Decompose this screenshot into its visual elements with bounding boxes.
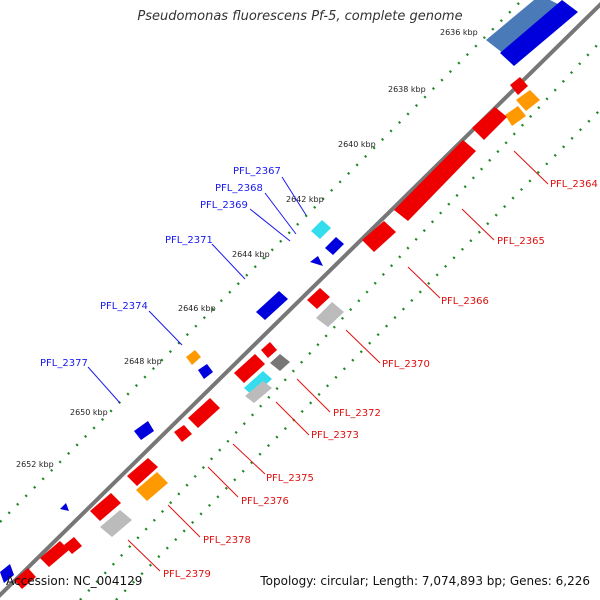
leader-line xyxy=(345,329,381,364)
gene-arrow[interactable] xyxy=(307,288,330,309)
kbp-tick-label: 2646 kbp xyxy=(178,304,216,313)
gene-arrow[interactable] xyxy=(472,107,507,140)
gene-arrow[interactable] xyxy=(505,106,526,126)
reverse-strand-features xyxy=(0,77,540,589)
kbp-tick-labels: 2636 kbp 2638 kbp 2640 kbp 2642 kbp 2644… xyxy=(16,28,478,469)
gene-arrow[interactable] xyxy=(136,472,168,501)
leader-line xyxy=(167,504,201,538)
kbp-tick-label: 2650 kbp xyxy=(70,408,108,417)
gene-label[interactable]: PFL_2373 xyxy=(311,430,359,441)
gene-arrow[interactable] xyxy=(311,220,331,239)
leader-line xyxy=(461,208,495,241)
gene-arrow[interactable] xyxy=(174,425,192,442)
forward-strand-features xyxy=(60,0,578,511)
kbp-tick-label: 2642 kbp xyxy=(286,195,324,204)
map-title: Pseudomonas fluorescens Pf-5, complete g… xyxy=(137,9,463,24)
gene-arrow[interactable] xyxy=(40,541,69,567)
leader-line xyxy=(211,243,246,280)
leader-line xyxy=(513,150,549,185)
gene-arrow[interactable] xyxy=(134,421,154,440)
gene-label[interactable]: PFL_2371 xyxy=(165,235,213,246)
leader-line xyxy=(407,266,441,299)
kbp-tick-label: 2648 kbp xyxy=(124,357,162,366)
gene-arrow[interactable] xyxy=(310,256,323,266)
leader-line xyxy=(275,401,310,436)
gene-label[interactable]: PFL_2379 xyxy=(163,569,211,580)
gene-arrow[interactable] xyxy=(245,381,272,403)
gene-arrow[interactable] xyxy=(516,90,540,111)
kbp-tick-label: 2638 kbp xyxy=(388,85,426,94)
gene-label[interactable]: PFL_2368 xyxy=(215,183,263,194)
leader-line xyxy=(148,310,183,346)
leader-line xyxy=(127,539,161,572)
leader-line xyxy=(87,366,121,404)
outer-dotted-ring xyxy=(0,0,524,523)
gene-arrow[interactable] xyxy=(256,291,288,320)
gene-arrow[interactable] xyxy=(14,568,36,589)
leader-line xyxy=(296,378,331,413)
gene-label[interactable]: PFL_2378 xyxy=(203,535,251,546)
kbp-tick-label: 2644 kbp xyxy=(232,250,270,259)
gene-label[interactable]: PFL_2376 xyxy=(241,496,289,507)
gene-arrow[interactable] xyxy=(90,493,121,521)
gene-arrow[interactable] xyxy=(60,503,69,511)
genome-summary-text: Topology: circular; Length: 7,074,893 bp… xyxy=(260,574,590,588)
accession-text: Accession: NC_004129 xyxy=(6,574,143,588)
gene-label[interactable]: PFL_2377 xyxy=(40,358,88,369)
forward-gene-labels: PFL_2367 PFL_2368 PFL_2369 PFL_2371 PFL_… xyxy=(40,166,307,404)
gene-arrow[interactable] xyxy=(394,140,476,221)
outer-dotted-ring-2 xyxy=(79,41,600,600)
gene-arrow[interactable] xyxy=(500,0,578,66)
leader-line xyxy=(249,208,291,242)
leader-line xyxy=(232,443,266,475)
gene-arrow[interactable] xyxy=(127,458,158,486)
gene-arrow[interactable] xyxy=(362,221,396,252)
gene-arrow[interactable] xyxy=(0,564,14,583)
reverse-gene-labels: PFL_2364 PFL_2365 PFL_2366 PFL_2370 PFL_… xyxy=(127,150,598,580)
leader-line xyxy=(207,466,239,498)
gene-label[interactable]: PFL_2370 xyxy=(382,359,430,370)
gene-arrow[interactable] xyxy=(188,398,220,428)
kbp-tick-label: 2640 kbp xyxy=(338,140,376,149)
gene-label[interactable]: PFL_2369 xyxy=(200,200,248,211)
gene-arrow[interactable] xyxy=(261,342,277,358)
gene-label[interactable]: PFL_2375 xyxy=(266,473,314,484)
leader-line xyxy=(264,192,297,235)
gene-arrow[interactable] xyxy=(486,0,560,54)
gene-label[interactable]: PFL_2364 xyxy=(550,179,598,190)
gene-arrow[interactable] xyxy=(198,364,213,379)
gene-label[interactable]: PFL_2374 xyxy=(100,301,148,312)
gene-arrow[interactable] xyxy=(316,302,344,327)
gene-arrow[interactable] xyxy=(510,77,528,95)
gene-arrow[interactable] xyxy=(186,350,201,365)
gene-label[interactable]: PFL_2372 xyxy=(333,408,381,419)
gene-arrow[interactable] xyxy=(100,510,132,537)
gene-arrow[interactable] xyxy=(325,237,344,255)
gene-arrow[interactable] xyxy=(234,354,265,383)
gene-label[interactable]: PFL_2365 xyxy=(497,236,545,247)
gene-arrow[interactable] xyxy=(244,371,272,396)
leader-line xyxy=(281,176,307,216)
gene-label[interactable]: PFL_2367 xyxy=(233,166,281,177)
kbp-tick-label: 2652 kbp xyxy=(16,460,54,469)
kbp-tick-label: 2636 kbp xyxy=(440,28,478,37)
gene-label[interactable]: PFL_2366 xyxy=(441,296,489,307)
gene-arrow[interactable] xyxy=(270,354,290,371)
